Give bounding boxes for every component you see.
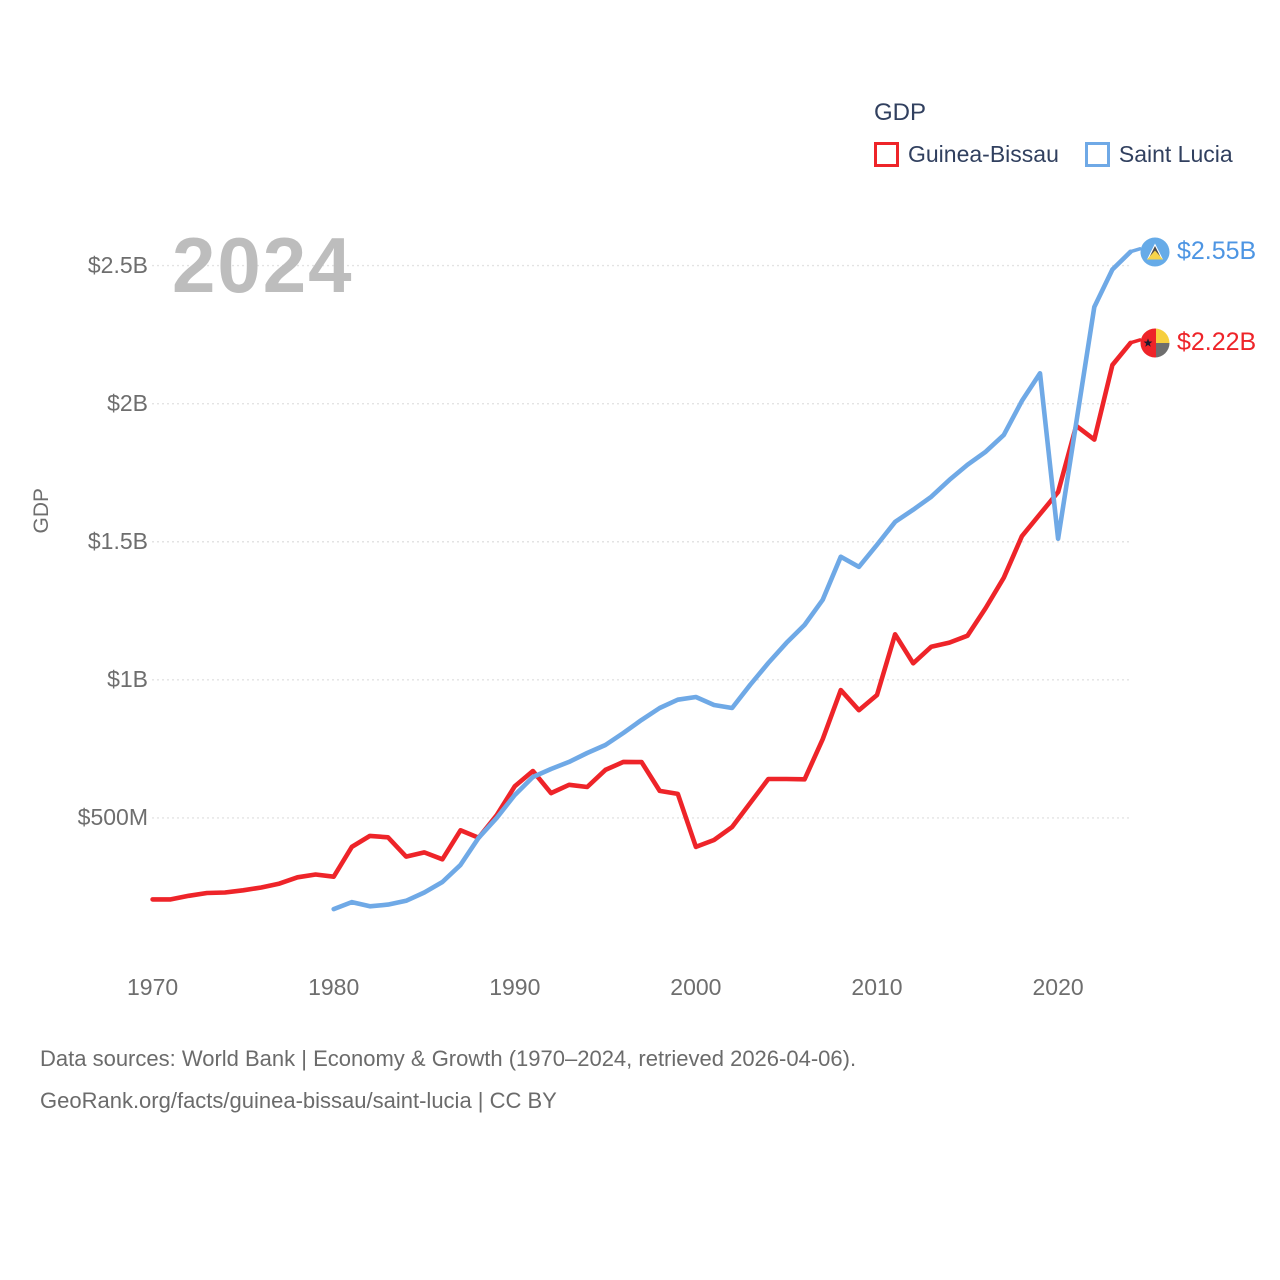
y-axis-tick-label: $500M [77, 803, 148, 830]
x-axis-tick-label: 2020 [1032, 974, 1084, 1000]
legend-title: GDP [874, 99, 927, 126]
y-axis-tick-label: $2B [107, 389, 148, 416]
year-watermark: 2024 [172, 221, 354, 309]
guinea-bissau-flag-icon [1140, 328, 1170, 358]
guinea-bissau-end-value: $2.22B [1177, 328, 1257, 357]
saint-lucia-end-label: $2.55B [1140, 237, 1256, 267]
x-axis-tick-label: 1990 [489, 974, 541, 1000]
x-axis-tick-label: 2000 [670, 974, 722, 1000]
saint-lucia-swatch [1084, 142, 1110, 167]
legend-item-saint-lucia[interactable]: Saint Lucia [1084, 141, 1233, 168]
saint-lucia-end-value: $2.55B [1177, 237, 1257, 266]
y-axis-tick-label: $2.5B [87, 251, 148, 278]
guinea-bissau-end-label: $2.22B [1140, 328, 1256, 358]
end-label-connector [1128, 338, 1142, 345]
guinea-bissau-line [150, 340, 1133, 902]
y-axis-tick-label: $1.5B [87, 527, 148, 554]
x-axis-tick-label: 2010 [851, 974, 903, 1000]
y-axis-title: GDP [30, 488, 53, 534]
legend-item-label: Saint Lucia [1118, 141, 1233, 167]
saint-lucia-flag-icon [1140, 237, 1170, 267]
x-axis-tick-label: 1980 [308, 974, 360, 1000]
legend-items: Guinea-Bissau Saint Lucia [874, 141, 1259, 168]
y-axis-tick-label: $1B [107, 665, 148, 692]
saint-lucia-line [331, 249, 1133, 912]
guinea-bissau-swatch [874, 142, 899, 167]
end-label-connector [1128, 247, 1142, 254]
chart-legend: GDP Guinea-Bissau Saint Lucia [874, 99, 1259, 168]
legend-item-label: Guinea-Bissau [908, 141, 1059, 167]
data-sources-text: Data sources: World Bank | Economy & Gro… [40, 1046, 857, 1071]
x-axis-tick-label: 1970 [127, 974, 179, 1000]
legend-item-guinea-bissau[interactable]: Guinea-Bissau [874, 141, 1059, 168]
attribution-text: GeoRank.org/facts/guinea-bissau/saint-lu… [40, 1088, 557, 1113]
